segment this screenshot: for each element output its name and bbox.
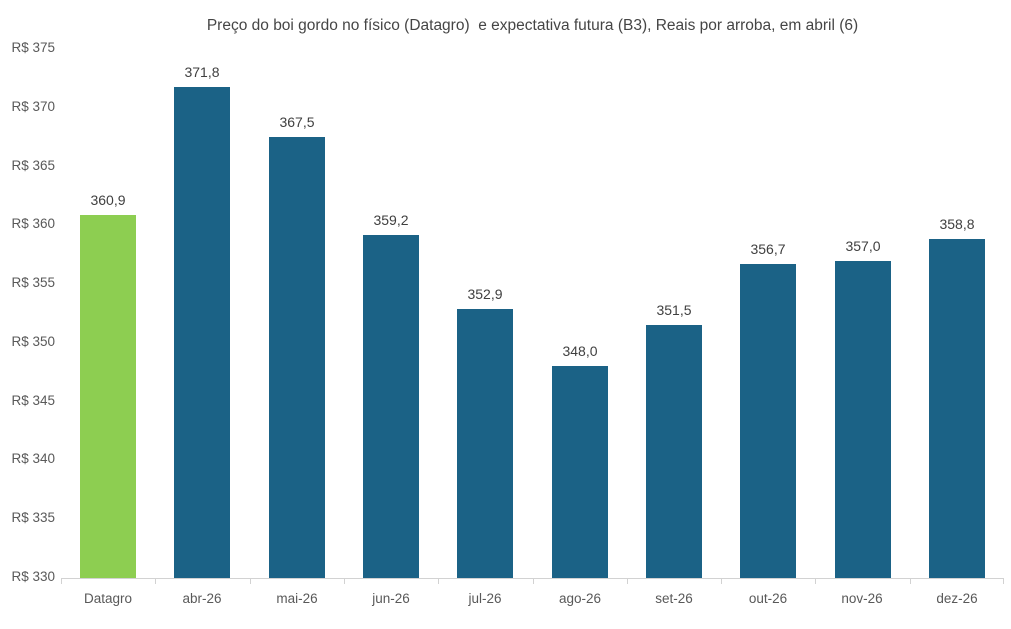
x-axis-tick	[1003, 579, 1004, 584]
y-axis-label: R$ 330	[11, 569, 55, 584]
x-axis-tick	[344, 579, 345, 584]
bar-value-label-set-26: 351,5	[656, 302, 692, 318]
y-axis-label: R$ 335	[11, 510, 55, 525]
y-axis-label: R$ 355	[11, 275, 55, 290]
y-axis-label: R$ 350	[11, 334, 55, 349]
bar-value-label-jun-26: 359,2	[373, 212, 409, 228]
bar-value-label-mai-26: 367,5	[279, 114, 315, 130]
x-axis-line	[61, 578, 1004, 579]
x-axis-tick	[61, 579, 62, 584]
x-axis-label-jul-26: jul-26	[468, 591, 502, 606]
bar-value-label-jul-26: 352,9	[467, 286, 503, 302]
y-axis-label: R$ 375	[11, 40, 55, 55]
y-axis-label: R$ 345	[11, 393, 55, 408]
x-axis-tick	[627, 579, 628, 584]
bar-set-26	[646, 325, 702, 578]
bar-nov-26	[835, 261, 891, 578]
x-axis-tick	[438, 579, 439, 584]
bar-jul-26	[457, 309, 513, 578]
x-axis-label-set-26: set-26	[655, 591, 693, 606]
bar-value-label-dez-26: 358,8	[939, 216, 975, 232]
bar-abr-26	[174, 87, 230, 578]
x-axis-tick	[721, 579, 722, 584]
y-axis-label: R$ 370	[11, 99, 55, 114]
bar-out-26	[740, 264, 796, 578]
bar-value-label-nov-26: 357,0	[845, 238, 881, 254]
bar-datagro	[80, 215, 136, 578]
x-axis-tick	[155, 579, 156, 584]
chart-title: Preço do boi gordo no físico (Datagro) e…	[206, 17, 859, 34]
bar-jun-26	[363, 235, 419, 578]
bar-value-label-datagro: 360,9	[90, 192, 126, 208]
x-axis-label-dez-26: dez-26	[936, 591, 978, 606]
x-axis-tick	[533, 579, 534, 584]
bar-value-label-out-26: 356,7	[750, 241, 786, 257]
x-axis-label-datagro: Datagro	[83, 591, 133, 606]
x-axis-label-abr-26: abr-26	[182, 591, 222, 606]
y-axis-label: R$ 360	[11, 216, 55, 231]
bar-value-label-ago-26: 348,0	[562, 343, 598, 359]
x-axis-label-jun-26: jun-26	[372, 591, 410, 606]
x-axis-tick	[910, 579, 911, 584]
x-axis-label-out-26: out-26	[748, 591, 788, 606]
bar-mai-26	[269, 137, 325, 578]
x-axis-tick	[250, 579, 251, 584]
y-axis-label: R$ 340	[11, 451, 55, 466]
x-axis-label-ago-26: ago-26	[558, 591, 602, 606]
x-axis-tick	[815, 579, 816, 584]
x-axis-label-nov-26: nov-26	[841, 591, 883, 606]
x-axis-label-mai-26: mai-26	[276, 591, 318, 606]
bar-value-label-abr-26: 371,8	[184, 64, 220, 80]
y-axis-label: R$ 365	[11, 158, 55, 173]
bar-ago-26	[552, 366, 608, 578]
bar-dez-26	[929, 239, 985, 578]
